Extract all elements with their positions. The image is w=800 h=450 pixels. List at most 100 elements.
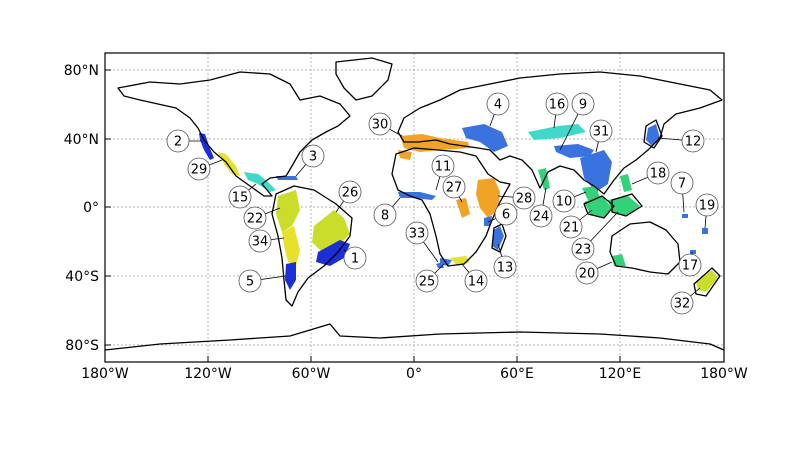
region-callouts: 1234567891011121314151617181920212223242… [166,92,719,315]
callout-label: 14 [468,275,485,290]
callout-circle [494,202,518,226]
coastline-antarctica [104,323,725,351]
callout-circle [187,157,211,181]
callout-label: 21 [563,221,580,236]
region-34 [282,226,300,266]
coastline-africa [391,147,511,267]
callout-label: 22 [247,212,264,227]
y-tick-label: 80°N [64,63,99,79]
callout-label: 31 [593,125,610,140]
region-13 [492,226,504,250]
callout-circle [695,193,719,217]
callout-label: 30 [372,118,389,133]
callout-circle [681,129,705,153]
callout-label: 24 [533,210,550,225]
callout-label: 33 [409,227,426,242]
coastline-north-america [117,71,351,197]
region-27 [456,198,470,218]
callout-circle [368,112,392,136]
callout-circle [343,246,367,270]
callout-circle [415,269,439,293]
callout-label: 28 [516,192,533,207]
region-7 [682,214,688,218]
region-19 [702,228,708,234]
region-9 [554,144,594,158]
callout-label: 18 [650,167,667,182]
coastline-south-america [271,185,353,307]
x-tick-label: 0° [406,366,422,382]
callout-circle [575,261,599,285]
tick-marks [104,69,725,362]
region-18 [620,174,632,192]
callout-circle [166,129,190,153]
coastline-eurasia [397,71,723,195]
region-16 [528,124,586,140]
callout-label: 26 [342,186,359,201]
callout-circle [248,229,272,253]
callout-label: 6 [502,208,510,223]
x-tick-label: 120°E [599,366,642,382]
callout-circle [238,269,262,293]
callout-circle [678,253,702,277]
callout-circle [431,154,455,178]
region-8 [398,192,436,200]
coastline-new-zealand [693,267,721,297]
callout-label: 17 [682,259,699,274]
y-tick-label: 40°N [64,132,99,148]
region-29 [218,152,240,176]
callout-label: 19 [699,199,716,214]
callout-circle [442,175,466,199]
callout-label: 27 [446,181,463,196]
region-5 [285,262,296,290]
coastline-madagascar [491,223,507,253]
callout-circle [464,269,488,293]
callout-circle [338,180,362,204]
callout-circle [405,221,429,245]
region-30 [400,134,470,152]
callout-label: 12 [685,135,702,150]
x-tick-label: 60°E [500,366,534,382]
callout-label: 13 [497,261,514,276]
callout-circle [670,171,694,195]
callout-label: 5 [246,275,254,290]
callout-label: 2 [174,135,182,150]
y-tick-labels: 80°N 40°N 0° 40°S 80°S [64,63,99,354]
callout-label: 1 [351,252,359,267]
callout-label: 11 [435,160,452,175]
callout-label: 25 [419,275,436,290]
region-32 [696,270,718,292]
callout-circle [545,92,569,116]
coastline-greenland [335,57,393,101]
callout-label: 32 [674,297,691,312]
x-tick-label: 60°W [292,366,331,382]
highlighted-regions [199,124,718,292]
region-15 [244,172,276,192]
x-tick-label: 120°W [184,366,232,382]
callout-circle [373,203,397,227]
callout-label: 4 [494,98,502,113]
callout-label: 34 [252,235,269,250]
y-tick-label: 40°S [65,269,99,285]
coastlines [104,57,725,351]
region-28 [476,178,500,218]
callout-circle [670,291,694,315]
region-23 [608,196,640,216]
callout-label: 8 [381,209,389,224]
region-4 [462,124,508,152]
callout-label: 7 [678,177,686,192]
region-20 [612,254,626,266]
callout-circle [493,255,517,279]
x-tick-label: 180°W [700,366,748,382]
y-tick-label: 80°S [65,338,99,354]
callout-circle [301,144,325,168]
callout-label: 15 [232,191,249,206]
callout-circle [243,206,267,230]
callout-label: 10 [556,195,573,210]
coastline-japan [643,119,663,149]
x-tick-labels: 180°W 120°W 60°W 0° 60°E 120°E 180°W [81,366,748,382]
y-tick-label: 0° [83,200,99,216]
callout-circle [486,92,510,116]
callout-label: 16 [549,98,566,113]
callout-label: 9 [579,98,587,113]
coastline-australia [609,221,681,275]
